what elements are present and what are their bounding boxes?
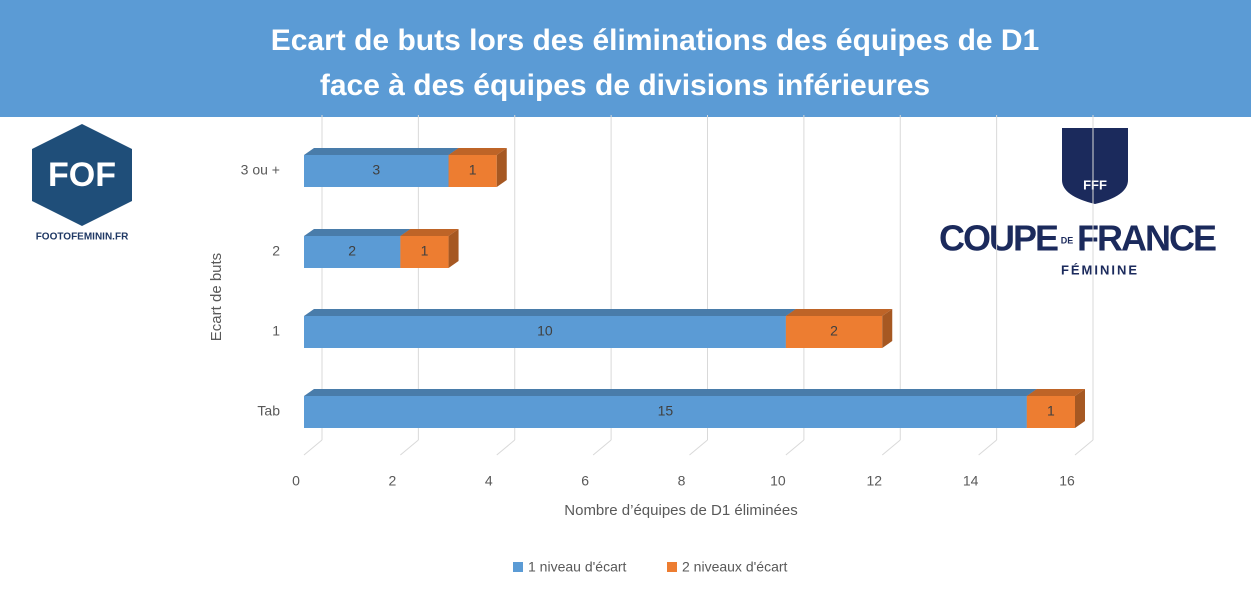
bar-top — [448, 148, 507, 155]
y-tick-label: 1 — [272, 323, 280, 339]
x-tick-label: 2 — [388, 473, 396, 489]
bar — [304, 389, 1037, 428]
bar-top — [304, 309, 796, 316]
y-tick-label: 3 ou + — [241, 162, 280, 178]
x-tick-label: 8 — [678, 473, 686, 489]
legend-swatch — [513, 562, 523, 572]
x-tick-label: 10 — [770, 473, 786, 489]
bar — [448, 148, 507, 187]
logo-shape — [1062, 128, 1128, 204]
title-banner — [0, 0, 1251, 117]
grid-line — [881, 439, 901, 456]
grid-line — [592, 439, 612, 456]
value-label: 2 — [830, 323, 838, 339]
bar-side — [882, 309, 893, 348]
bar — [304, 148, 459, 187]
x-tick-label: 6 — [581, 473, 589, 489]
y-tick-label: 2 — [272, 243, 280, 259]
grid-line — [978, 439, 997, 456]
logo-text: FFF — [1083, 177, 1107, 192]
bar-front — [1026, 396, 1075, 428]
grid-line — [689, 439, 708, 456]
fof-logo: FOF FOOTOFEMININ.FR — [32, 124, 132, 243]
x-tick-label: 14 — [963, 473, 979, 489]
grid-line — [303, 439, 323, 456]
bar-top — [400, 229, 459, 236]
chart-title: Ecart de buts lors des éliminations des … — [271, 24, 1040, 57]
value-label: 1 — [469, 162, 477, 178]
bar-side — [1075, 389, 1085, 428]
y-tick-label: Tab — [257, 403, 280, 419]
value-label: 15 — [658, 403, 674, 419]
bar-front — [400, 236, 449, 268]
bar-front — [785, 316, 883, 348]
value-label: 2 — [348, 243, 356, 259]
bar — [1026, 389, 1085, 428]
bar-front — [304, 396, 1027, 428]
bar-top — [1026, 389, 1085, 396]
bar — [785, 309, 893, 348]
logo-shape — [32, 124, 132, 226]
logo-text: FOF — [48, 156, 116, 194]
value-label: 1 — [1047, 403, 1055, 419]
chart-title: face à des équipes de divisions inférieu… — [320, 69, 930, 102]
legend-label: 2 niveaux d'écart — [682, 559, 788, 575]
bar — [304, 229, 411, 268]
bar-top — [304, 229, 411, 236]
x-axis-label: Nombre d’équipes de D1 éliminées — [564, 502, 797, 519]
logo-text: FRANCE — [1077, 218, 1216, 259]
grid-line — [400, 439, 419, 456]
legend-label: 1 niveau d'écart — [528, 559, 627, 575]
bar-top — [304, 389, 1037, 396]
grid-line — [1074, 439, 1094, 456]
x-tick-label: 4 — [485, 473, 493, 489]
logo-text: FÉMININE — [1061, 262, 1139, 277]
value-label: 10 — [537, 323, 553, 339]
y-axis-label: Ecart de buts — [208, 253, 225, 341]
cdf-logo: FFF COUPE DE FRANCE FÉMININE — [939, 128, 1218, 277]
bar-front — [304, 236, 401, 268]
grid-line — [785, 439, 805, 456]
value-label: 1 — [421, 243, 429, 259]
x-tick-label: 0 — [292, 473, 300, 489]
logo-text: COUPE — [939, 218, 1058, 259]
bar-front — [304, 316, 786, 348]
bar-top — [304, 148, 459, 155]
bar-front — [304, 155, 449, 187]
logo-text: DE — [1061, 235, 1074, 245]
value-label: 3 — [372, 162, 380, 178]
logo-text: FOOTOFEMININ.FR — [36, 232, 129, 243]
bar — [400, 229, 459, 268]
grid-line — [496, 439, 516, 456]
bar-side — [496, 148, 507, 187]
x-tick-label: 16 — [1059, 473, 1075, 489]
bar-front — [448, 155, 497, 187]
legend-swatch — [667, 562, 677, 572]
x-tick-label: 12 — [866, 473, 882, 489]
bar-top — [785, 309, 893, 316]
bar-side — [448, 229, 459, 268]
